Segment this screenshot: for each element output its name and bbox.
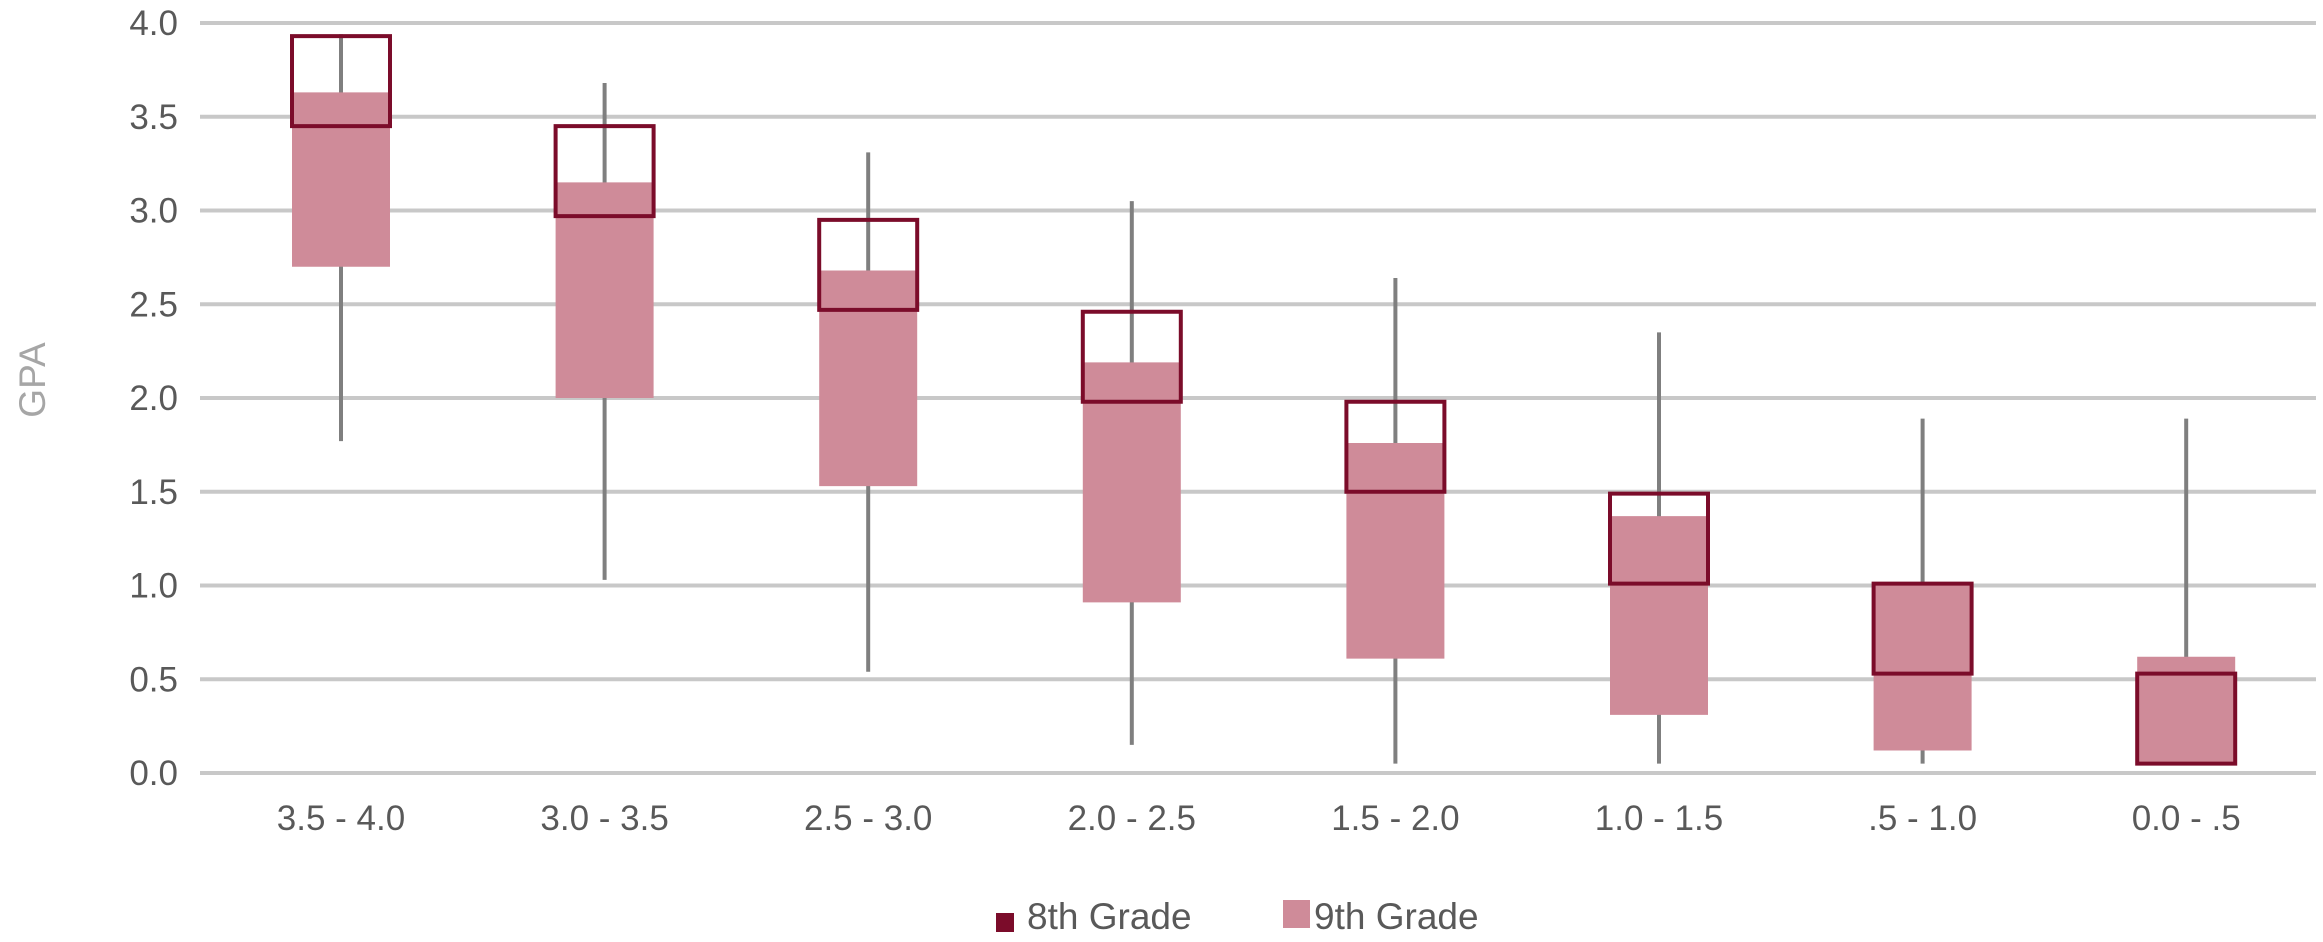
y-tick-label: 1.5: [129, 473, 178, 512]
y-tick-label: 1.0: [129, 567, 178, 606]
y-tick-label: 0.0: [129, 754, 178, 793]
x-tick-label: 1.0 - 1.5: [1595, 799, 1723, 838]
box-8th-grade: [1608, 491, 1710, 586]
x-tick-label: 2.0 - 2.5: [1068, 799, 1196, 838]
y-tick-label: 3.0: [129, 192, 178, 231]
legend-label-8th-grade: 8th Grade: [1027, 896, 1192, 937]
legend-swatch-8th-grade: [996, 913, 1014, 932]
box-8th-grade: [1871, 581, 1974, 676]
x-tick-label: 1.5 - 2.0: [1331, 799, 1459, 838]
box-9th-grade: [1873, 583, 1972, 751]
box-9th-grade: [292, 92, 390, 267]
box-8th-grade: [1080, 309, 1183, 404]
box-9th-grade: [555, 182, 654, 398]
x-tick-label: 3.0 - 3.5: [540, 799, 668, 838]
box-9th-grade: [819, 270, 918, 487]
box-8th-grade: [817, 217, 920, 312]
legend-label-9th-grade: 9th Grade: [1314, 896, 1479, 937]
y-tick-label: 3.5: [129, 98, 178, 137]
y-tick-label: 4.0: [129, 4, 178, 43]
box-9th-grade: [1346, 443, 1445, 659]
y-tick-label: 0.5: [129, 660, 178, 699]
y-tick-label: 2.5: [129, 285, 178, 324]
y-tick-labels: 0.0 0.5 1.0 1.5 2.0 2.5 3.0 3.5 4.0: [129, 4, 178, 793]
legend: 8th Grade 9th Grade: [996, 896, 1479, 937]
box-8th-grade: [2135, 671, 2238, 766]
box-8th-grade: [290, 34, 392, 129]
box-9th-grade: [1610, 516, 1708, 715]
x-tick-labels: 3.5 - 4.0 3.0 - 3.5 2.5 - 3.0 2.0 - 2.5 1.5 …: [277, 799, 2241, 838]
box-8th-grade: [1344, 399, 1447, 494]
box-9th-grade: [1082, 362, 1181, 603]
box-8th-grade: [553, 124, 656, 219]
y-axis-title: GPA: [12, 342, 53, 418]
box-layer: [290, 34, 2238, 766]
legend-swatch-9th-grade: [1283, 900, 1310, 928]
grid-layer: [200, 21, 2316, 775]
x-tick-label: 3.5 - 4.0: [277, 799, 405, 838]
x-tick-label: 2.5 - 3.0: [804, 799, 932, 838]
x-tick-label: 0.0 - .5: [2132, 799, 2241, 838]
y-tick-label: 2.0: [129, 379, 178, 418]
x-tick-label: .5 - 1.0: [1868, 799, 1977, 838]
